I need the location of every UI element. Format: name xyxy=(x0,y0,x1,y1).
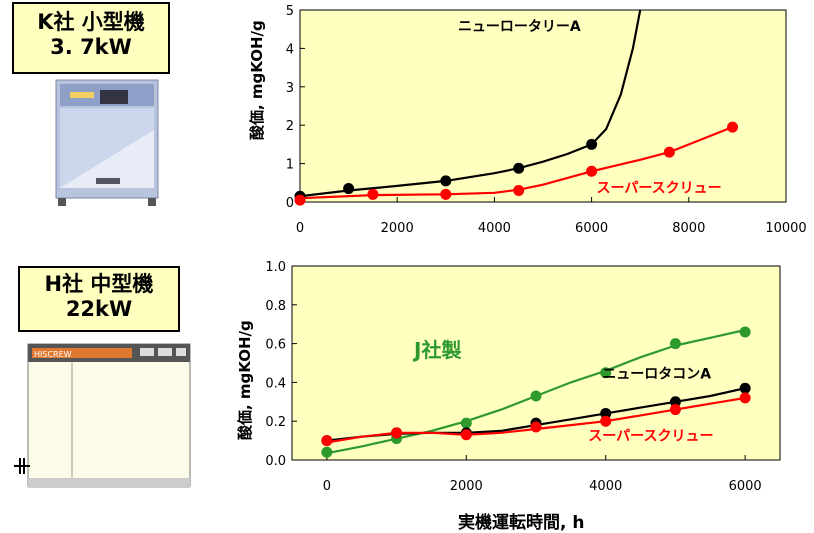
y-tick-label: 2 xyxy=(286,119,294,134)
y-tick-label: 0.4 xyxy=(265,376,286,391)
y-tick-label: 0.2 xyxy=(265,415,286,430)
medium-compressor-image xyxy=(14,343,191,488)
bottom-machine-label: H社 中型機 22kW xyxy=(18,266,180,332)
small-compressor-image xyxy=(55,79,159,206)
y-tick-label: 4 xyxy=(286,42,294,57)
data-point xyxy=(739,382,751,394)
top-machine-label: K社 小型機 3. 7kW xyxy=(12,2,170,74)
series-line xyxy=(299,126,733,200)
data-point xyxy=(294,194,306,206)
data-point xyxy=(600,415,612,427)
data-point xyxy=(669,338,681,350)
data-point xyxy=(663,146,675,158)
data-point xyxy=(391,427,403,439)
top-machine-label-line2: 3. 7kW xyxy=(50,35,132,60)
series-label: ニューロータリーA xyxy=(458,19,581,35)
x-tick-label: 6000 xyxy=(729,479,762,494)
data-point xyxy=(586,165,598,177)
data-point xyxy=(460,417,472,429)
y-tick-label: 1 xyxy=(286,158,294,173)
data-point xyxy=(513,162,525,174)
bottom-machine-label-line1: H社 中型機 xyxy=(44,272,154,296)
x-tick-label: 0 xyxy=(323,479,331,494)
x-tick-label: 8000 xyxy=(672,221,705,236)
bottom-chart-xlabel: 実機運転時間, h xyxy=(458,512,584,533)
top-chart-plot-area xyxy=(299,9,787,203)
x-tick-label: 2000 xyxy=(381,221,414,236)
data-point xyxy=(530,390,542,402)
data-point xyxy=(600,407,612,419)
top-chart-ylabel: 酸価, mgKOH/g xyxy=(248,20,266,140)
data-point xyxy=(440,175,452,187)
data-point xyxy=(367,188,379,200)
data-point xyxy=(343,183,355,195)
x-tick-label: 4000 xyxy=(589,479,622,494)
x-tick-label: 4000 xyxy=(478,221,511,236)
data-point xyxy=(460,429,472,441)
bottom-chart: 0.0 0.2 0.4 0.6 0.8 1.0 0 2000 4000 6000 J社製ニューロタコ… xyxy=(265,260,761,494)
bottom-chart-ylabel: 酸価, mgKOH/g xyxy=(236,320,254,440)
top-chart: 0 1 2 3 4 5 0 2000 4000 6000 8000 10000 ニューロータリーA スーパ… xyxy=(286,4,807,236)
data-point xyxy=(739,392,751,404)
x-tick-label: 6000 xyxy=(575,221,608,236)
series-label: スーパースクリュー xyxy=(588,429,713,445)
data-point xyxy=(513,184,525,196)
y-tick-label: 1.0 xyxy=(265,260,286,275)
data-point xyxy=(586,138,598,150)
x-tick-label: 0 xyxy=(296,221,304,236)
data-point xyxy=(321,435,333,447)
y-tick-label: 0.8 xyxy=(265,299,286,314)
y-tick-label: 5 xyxy=(286,4,294,19)
data-point xyxy=(440,188,452,200)
data-point xyxy=(669,396,681,408)
y-tick-label: 0.6 xyxy=(265,338,286,353)
series-line xyxy=(299,9,642,198)
series-label: ニューロタコンA xyxy=(602,367,711,383)
data-point xyxy=(727,121,739,133)
x-tick-label: 2000 xyxy=(450,479,483,494)
bottom-machine-label-line2: 22kW xyxy=(65,297,133,322)
y-tick-label: 0.0 xyxy=(265,454,286,469)
y-tick-label: 0 xyxy=(286,196,294,211)
data-point xyxy=(600,367,612,379)
top-machine-label-line1: K社 小型機 xyxy=(37,10,145,34)
data-point xyxy=(530,421,542,433)
data-point xyxy=(739,326,751,338)
series-label: スーパースクリュー xyxy=(596,180,721,196)
series-label: J社製 xyxy=(412,338,461,362)
x-tick-label: 10000 xyxy=(765,221,806,236)
data-point xyxy=(669,404,681,416)
data-point xyxy=(321,446,333,458)
product-plate-text: HISCREW xyxy=(34,350,72,359)
y-tick-label: 3 xyxy=(286,81,294,96)
